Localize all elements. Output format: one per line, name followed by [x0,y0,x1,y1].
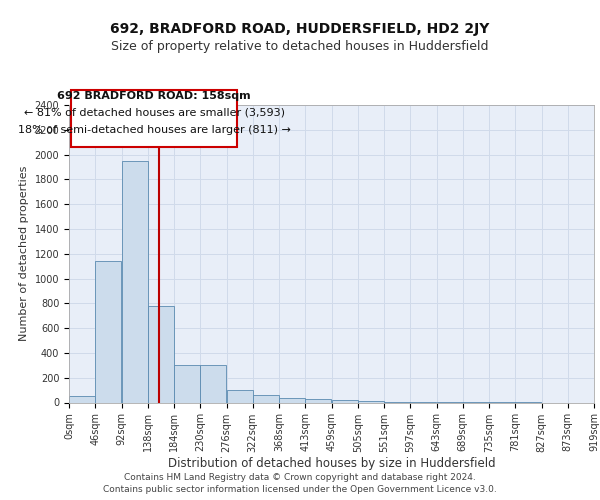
Text: ← 81% of detached houses are smaller (3,593): ← 81% of detached houses are smaller (3,… [23,108,284,118]
X-axis label: Distribution of detached houses by size in Huddersfield: Distribution of detached houses by size … [167,457,496,470]
Y-axis label: Number of detached properties: Number of detached properties [19,166,29,342]
Bar [200,366,226,403]
FancyBboxPatch shape [71,90,238,147]
Bar [122,161,148,402]
Bar [253,395,279,402]
Bar [148,306,174,402]
Text: 692 BRADFORD ROAD: 158sqm: 692 BRADFORD ROAD: 158sqm [57,90,251,101]
Text: Size of property relative to detached houses in Huddersfield: Size of property relative to detached ho… [111,40,489,53]
Text: 18% of semi-detached houses are larger (811) →: 18% of semi-detached houses are larger (… [17,125,290,135]
Bar [332,400,358,402]
Bar [305,400,331,402]
Text: Contains public sector information licensed under the Open Government Licence v3: Contains public sector information licen… [103,485,497,494]
Bar [69,396,95,402]
Bar [227,390,253,402]
Text: 692, BRADFORD ROAD, HUDDERSFIELD, HD2 2JY: 692, BRADFORD ROAD, HUDDERSFIELD, HD2 2J… [110,22,490,36]
Bar [279,398,305,402]
Bar [95,261,121,402]
Text: Contains HM Land Registry data © Crown copyright and database right 2024.: Contains HM Land Registry data © Crown c… [124,472,476,482]
Bar [174,366,200,403]
